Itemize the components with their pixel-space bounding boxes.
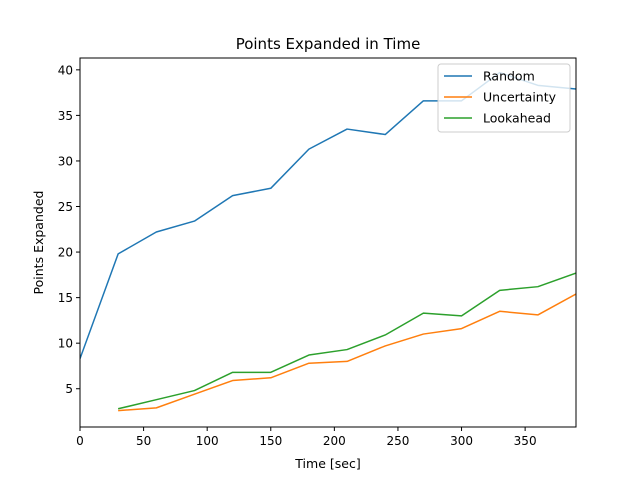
x-tick-label: 0: [76, 434, 84, 448]
legend-label-lookahead: Lookahead: [483, 111, 551, 126]
series-line-uncertainty: [118, 293, 576, 412]
y-tick-label: 35: [58, 109, 73, 123]
y-tick-label: 40: [58, 63, 73, 77]
y-tick-label: 5: [65, 382, 73, 396]
legend-box: [437, 63, 571, 133]
x-tick-label: 250: [386, 434, 409, 448]
x-axis-title: Time [sec]: [294, 456, 360, 471]
x-tick-label: 100: [196, 434, 219, 448]
y-tick-label: 10: [58, 337, 73, 351]
series-line-lookahead: [117, 272, 576, 410]
legend-label-uncertainty: Uncertainty: [483, 90, 557, 105]
y-tick-label: 30: [58, 154, 73, 168]
chart-title: Points Expanded in Time: [236, 35, 421, 53]
legend: Random Uncertainty Lookahead: [437, 63, 571, 133]
x-tick-label: 200: [323, 434, 346, 448]
y-tick-label: 15: [58, 291, 73, 305]
plot-frame: [79, 57, 577, 428]
y-tick-label: 25: [58, 200, 73, 214]
x-tick-label: 150: [259, 434, 282, 448]
x-tick-label: 350: [514, 434, 537, 448]
legend-label-random: Random: [483, 69, 535, 84]
y-tick-label: 20: [58, 246, 73, 260]
ticks-layer: 0 50 100 150 200 250 300 350 5 10 15 20 25 30 35 40: [58, 63, 537, 448]
x-tick-label: 300: [450, 434, 473, 448]
y-axis-title: Points Expanded: [31, 191, 46, 295]
x-tick-label: 50: [136, 434, 151, 448]
